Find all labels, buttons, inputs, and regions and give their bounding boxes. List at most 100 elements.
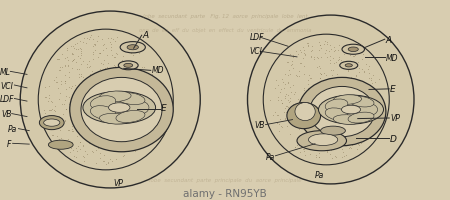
Point (314, 119, 321, 122)
Point (106, 82, 113, 85)
Point (119, 55, 126, 58)
Point (347, 124, 355, 128)
Point (289, 107, 296, 110)
Point (296, 112, 303, 115)
Point (115, 111, 122, 114)
Point (118, 59, 125, 63)
Ellipse shape (287, 103, 320, 129)
Point (83, 42, 90, 45)
Point (76, 82, 83, 85)
Point (306, 92, 313, 95)
Point (84, 102, 91, 106)
Point (372, 98, 379, 101)
Point (302, 55, 309, 58)
Circle shape (118, 62, 138, 70)
Point (141, 133, 148, 136)
Point (80, 41, 87, 44)
Point (302, 90, 309, 93)
Text: Pa: Pa (315, 170, 324, 179)
Point (315, 65, 323, 68)
Point (141, 105, 149, 108)
Point (115, 140, 122, 143)
Point (106, 103, 113, 106)
Point (96, 86, 104, 89)
Point (359, 53, 366, 56)
Point (284, 98, 291, 102)
Point (342, 109, 349, 112)
Point (76, 57, 84, 61)
Point (328, 157, 336, 160)
Point (145, 111, 153, 114)
Point (141, 72, 148, 75)
Point (83, 139, 90, 142)
Point (78, 75, 85, 78)
Point (144, 124, 151, 127)
Point (300, 120, 307, 123)
Point (318, 103, 325, 106)
Point (112, 52, 119, 55)
Point (77, 63, 85, 66)
Point (101, 160, 108, 163)
Point (315, 155, 323, 158)
Text: lobe  secundant  parte   Fig. 12  aorce  principale  lobe  lent: lobe secundant parte Fig. 12 aorce princ… (143, 14, 307, 18)
Point (97, 95, 104, 98)
Point (320, 72, 327, 76)
Point (362, 63, 369, 66)
Point (69, 67, 76, 70)
Point (319, 134, 326, 137)
Point (299, 137, 306, 140)
Point (108, 37, 115, 41)
Point (365, 72, 373, 75)
Point (73, 150, 81, 153)
Point (65, 96, 72, 99)
Point (90, 111, 97, 114)
Point (345, 142, 352, 145)
Point (289, 112, 296, 115)
Point (352, 75, 360, 79)
Ellipse shape (81, 78, 162, 142)
Point (295, 70, 302, 74)
Text: ML: ML (0, 68, 11, 76)
Point (288, 63, 296, 66)
Point (300, 57, 307, 61)
Point (289, 67, 297, 71)
Point (327, 118, 334, 121)
Point (287, 53, 294, 57)
Point (369, 132, 376, 135)
Point (68, 45, 75, 48)
Point (363, 134, 370, 138)
Point (99, 101, 107, 105)
Point (319, 87, 326, 90)
Point (327, 59, 334, 62)
Point (297, 62, 305, 65)
Point (60, 113, 67, 116)
Point (143, 82, 150, 86)
Point (49, 108, 56, 111)
Point (41, 109, 48, 112)
Point (61, 103, 68, 106)
Point (121, 154, 128, 157)
Point (316, 142, 324, 145)
Point (322, 109, 329, 112)
Point (151, 94, 158, 97)
Point (282, 93, 289, 96)
Point (369, 74, 377, 77)
Point (70, 59, 77, 62)
Point (332, 155, 339, 159)
Point (322, 53, 329, 56)
Point (336, 44, 343, 47)
Point (330, 87, 338, 90)
Point (127, 69, 134, 72)
Point (140, 93, 147, 97)
Point (288, 60, 296, 63)
Point (131, 104, 138, 107)
Point (63, 47, 70, 50)
Point (323, 112, 330, 115)
Point (134, 66, 141, 69)
Point (355, 61, 362, 64)
Point (310, 56, 317, 59)
Point (131, 150, 139, 153)
Point (306, 88, 314, 91)
Point (90, 117, 97, 120)
Point (99, 129, 106, 133)
